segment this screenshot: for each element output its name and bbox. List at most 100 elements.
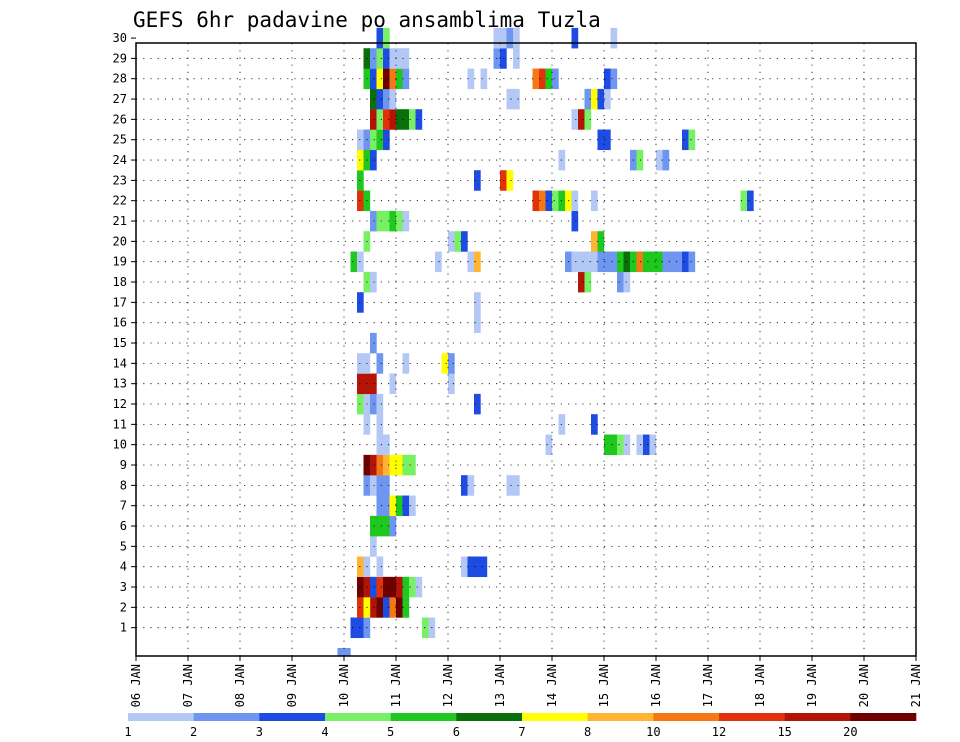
x-tick-label: 06 JAN [129,664,143,707]
heatmap-cell [467,68,475,90]
heatmap-cell [649,251,657,273]
x-tick-label: 15 JAN [597,664,611,707]
heatmap-cells [337,27,754,657]
heatmap-cell [584,109,592,130]
heatmap-cell [389,88,397,110]
heatmap-cell [396,454,403,476]
heatmap-cell [415,576,423,598]
heatmap-cell [389,515,397,537]
heatmap-cell [389,495,397,517]
heatmap-cell [513,27,520,49]
heatmap-cell [376,210,384,232]
heatmap-cell [474,251,481,273]
x-tick-label: 08 JAN [233,664,247,707]
heatmap-cell [350,617,358,639]
heatmap-cell [402,597,410,618]
heatmap-cell [649,434,657,456]
heatmap-cell [532,68,540,90]
heatmap-cell [402,68,410,90]
y-tick-label: 16 [113,316,127,330]
heatmap-cell [545,190,553,212]
colorbar-label: 10 [646,725,660,739]
y-tick-label: 14 [113,356,127,370]
heatmap-cell [389,210,397,232]
colorbar-swatch [719,713,785,721]
x-tick-label: 20 JAN [857,664,871,707]
heatmap-cell [513,48,520,69]
colorbar-swatch [259,713,326,721]
y-tick-label: 11 [113,417,127,431]
heatmap-cell [376,414,384,435]
heatmap-cell [448,373,455,395]
heatmap-cell [383,88,390,110]
y-tick-label: 15 [113,336,127,350]
y-tick-label: 4 [120,560,127,574]
x-axis-ticks: 06 JAN 07 JAN 08 JAN 09 JAN 10 JAN 11 JAN 12 J… [129,656,923,707]
heatmap-cell [474,312,481,334]
heatmap-cell [578,109,585,130]
heatmap-cell [383,68,390,90]
heatmap-cell [636,434,644,456]
heatmap-cell [552,68,559,90]
y-axis-ticks: 1234567891011121314151617181920212223242… [113,31,136,635]
heatmap-cell [688,251,696,273]
colorbar-label: 1 [124,725,131,739]
y-tick-label: 30 [113,31,127,45]
heatmap-cell [513,88,520,110]
y-tick-label: 12 [113,397,127,411]
colorbar-label: 20 [843,725,857,739]
y-tick-label: 24 [113,153,127,167]
heatmap-cell [376,393,384,415]
heatmap-cell [610,27,618,49]
heatmap-cell [604,88,611,110]
colorbar-swatch [325,713,391,721]
x-tick-label: 14 JAN [545,664,559,707]
heatmap-cell [682,129,689,151]
heatmap-cell [539,190,546,212]
heatmap-cell [662,251,670,273]
heatmap-cell [461,475,468,496]
heatmap-cell [389,454,397,476]
y-tick-label: 10 [113,438,127,452]
heatmap-cell [376,129,384,151]
heatmap-cell [656,251,663,273]
heatmap-cell [467,475,475,496]
heatmap-cell [467,251,475,273]
x-tick-label: 11 JAN [389,664,403,707]
colorbar-swatch [850,713,917,721]
heatmap-cell [493,27,501,49]
heatmap-cell [571,27,579,49]
heatmap-cell [597,129,605,151]
heatmap-cell [571,109,579,130]
heatmap-cell [597,88,605,110]
heatmap-cell [610,251,618,273]
heatmap-cell [402,495,410,517]
heatmap-cell [376,434,384,456]
heatmap-cell [415,109,423,130]
heatmap-cell [402,109,410,130]
heatmap-cell [474,170,481,191]
y-tick-label: 18 [113,275,127,289]
heatmap-cell [578,271,585,293]
y-tick-label: 22 [113,194,127,208]
heatmap-cell [513,475,520,496]
heatmap-cell [370,475,377,496]
y-tick-label: 8 [120,478,127,492]
y-tick-label: 20 [113,234,127,248]
heatmap-cell [591,231,598,252]
heatmap-cell [467,556,475,578]
heatmap-cell [383,515,390,537]
heatmap-cell [370,271,377,293]
y-tick-label: 7 [120,499,127,513]
colorbar-label: 6 [453,725,460,739]
y-tick-label: 27 [113,92,127,106]
heatmap-cell [506,475,514,496]
colorbar-swatch [456,713,523,721]
heatmap-cell [435,251,442,273]
y-tick-label: 13 [113,377,127,391]
x-tick-label: 13 JAN [493,664,507,707]
heatmap-cell [584,88,592,110]
heatmap-cell [500,27,507,49]
heatmap-cell [396,210,403,232]
x-tick-label: 07 JAN [181,664,195,707]
